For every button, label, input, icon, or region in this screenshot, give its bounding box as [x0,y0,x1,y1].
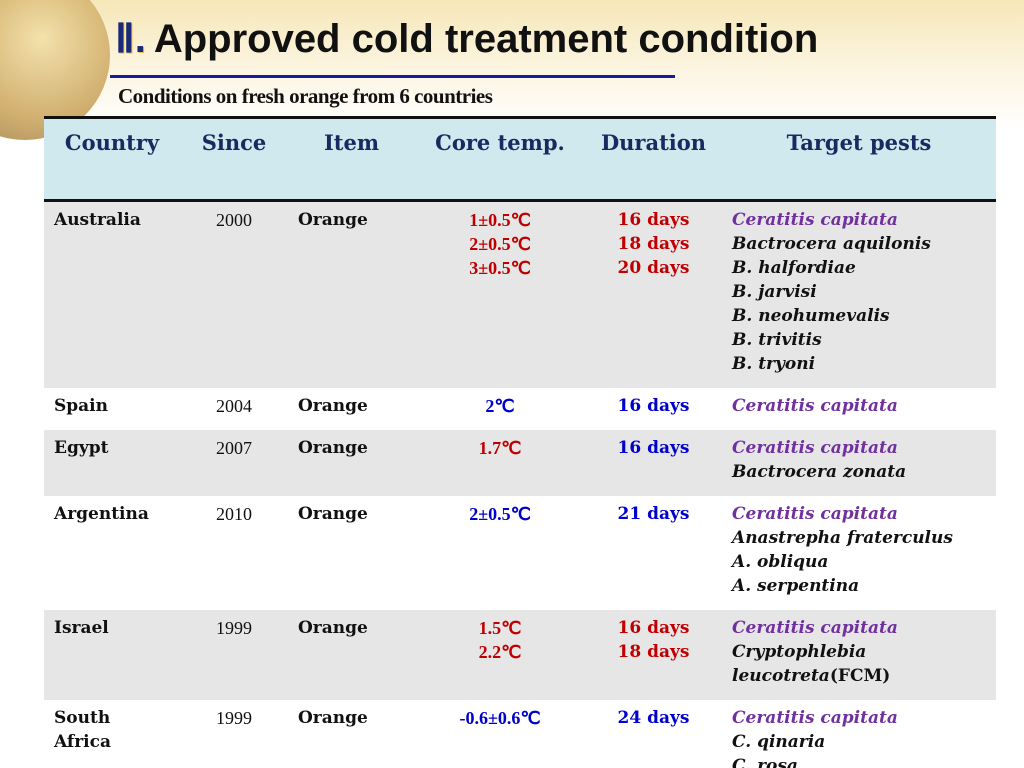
column-header: Country [44,116,180,202]
item-cell: Orange [288,430,415,496]
duration: 16 days [617,438,690,458]
pest: Ceratitis capitata [732,210,898,230]
since-cell: 1999 [180,610,288,700]
pest: Anastrepha fraterculus [732,528,953,548]
duration: 18 days [617,234,690,254]
since-cell: 2000 [180,200,288,388]
temp-cell: -0.6±0.6℃ [415,700,585,768]
temp: 2±0.5℃ [469,234,531,254]
since-cell: 2010 [216,504,252,524]
temp: -0.6±0.6℃ [459,708,541,728]
country-cell: Israel [44,610,180,700]
duration-cell: 16 days 18 days 20 days [585,200,722,388]
duration-cell: 16 days 18 days [585,610,722,700]
pest: Bactrocera aquilonis [732,234,931,254]
pest: A. obliqua [732,552,829,572]
pest: B. trivitis [732,330,822,350]
pests-cell: Ceratitis capitata C. qinaria C. rosa [722,700,996,768]
temp: 3±0.5℃ [469,258,531,278]
pest: C. rosa [732,756,798,768]
column-header: Target pests [722,116,996,202]
pest-note: (FCM) [829,666,891,686]
item-cell: Orange [288,700,415,768]
pest: A. serpentina [732,576,860,596]
temp: 1.5℃ [478,618,522,638]
table: Country Since Item Core temp. Duration Target… [44,116,996,768]
duration: 16 days [617,210,690,230]
duration: 24 days [617,708,690,728]
since-cell: 1999 [180,700,288,768]
temp-cell: 2℃ [415,388,585,430]
pest: B. halfordiae [732,258,856,278]
item-cell: Orange [298,396,368,416]
table-row: Australia 2000 Orange 1±0.5℃ 2±0.5℃ 3±0.5℃ 16 … [44,200,996,388]
duration-cell: 21 days [585,496,722,610]
pests-cell: Ceratitis capitata Bactrocera zonata [722,430,996,496]
pest: Ceratitis capitata [732,708,898,728]
column-header: Core temp. [415,116,585,202]
temp: 2.2℃ [478,642,522,662]
temp-cell: 2±0.5℃ [415,496,585,610]
column-header: Duration [585,116,722,202]
pest: C. qinaria [732,732,826,752]
pest: B. jarvisi [732,282,817,302]
temp: 1±0.5℃ [469,210,531,230]
table-row: Israel 1999 Orange 1.5℃ 2.2℃ 16 days 18 days Ce… [44,610,996,700]
temp: 2℃ [485,396,515,416]
item-cell: Orange [288,200,415,388]
title-rule [110,75,675,78]
pest: Ceratitis capitata [732,438,898,458]
item-cell: Orange [298,504,368,524]
duration: 18 days [617,642,690,662]
duration-cell: 16 days [585,430,722,496]
table-row: South Africa 1999 Orange -0.6±0.6℃ 24 days Ce… [44,700,996,768]
country-cell: Spain [54,396,108,416]
temp: 1.7℃ [478,438,522,458]
temp-cell: 1±0.5℃ 2±0.5℃ 3±0.5℃ [415,200,585,388]
duration: 20 days [617,258,690,278]
header-row: Country Since Item Core temp. Duration Target… [44,116,996,202]
column-header: Item [288,116,415,202]
pests-cell: Ceratitis capitata Bactrocera aquilonis B.… [722,200,996,388]
item-cell: Orange [288,610,415,700]
table-row: Spain 2004 Orange 2℃ 16 days Ceratitis capita… [44,388,996,430]
since-cell: 2004 [216,396,252,416]
table-body: Australia 2000 Orange 1±0.5℃ 2±0.5℃ 3±0.5℃ 16 … [44,200,996,768]
duration: 16 days [617,396,690,416]
table-row: Egypt 2007 Orange 1.7℃ 16 days Ceratitis capi… [44,430,996,496]
since-cell: 2007 [180,430,288,496]
country-cell: Australia [44,200,180,388]
duration-cell: 16 days [585,388,722,430]
pest: Cryptophlebia leucotreta(FCM) [732,640,986,688]
title-text: Approved cold treatment condition [153,17,819,61]
title: Ⅱ. Approved cold treatment condition [115,16,818,62]
temp: 2±0.5℃ [469,504,531,524]
temp-cell: 1.7℃ [415,430,585,496]
pest-name: Cryptophlebia leucotreta [732,642,867,686]
subtitle: Conditions on fresh orange from 6 countr… [118,84,493,108]
duration-cell: 24 days [585,700,722,768]
pests-cell: Ceratitis capitata [722,388,996,430]
pest: Ceratitis capitata [732,504,898,524]
country-cell: South Africa [44,700,180,768]
pest: Ceratitis capitata [732,396,898,416]
pest: Bactrocera zonata [732,462,907,482]
pests-cell: Ceratitis capitata Anastrepha fraterculus… [722,496,996,610]
table-row: Argentina 2010 Orange 2±0.5℃ 21 days Ceratiti… [44,496,996,610]
column-header: Since [180,116,288,202]
temp-cell: 1.5℃ 2.2℃ [415,610,585,700]
duration: 21 days [617,504,690,524]
duration: 16 days [617,618,690,638]
country-cell: Argentina [54,504,149,524]
section-number: Ⅱ. [115,17,146,61]
pests-cell: Ceratitis capitata Cryptophlebia leucotre… [722,610,996,700]
pest: B. neohumevalis [732,306,890,326]
country-cell: Egypt [44,430,180,496]
pest: B. tryoni [732,354,816,374]
pest: Ceratitis capitata [732,618,898,638]
